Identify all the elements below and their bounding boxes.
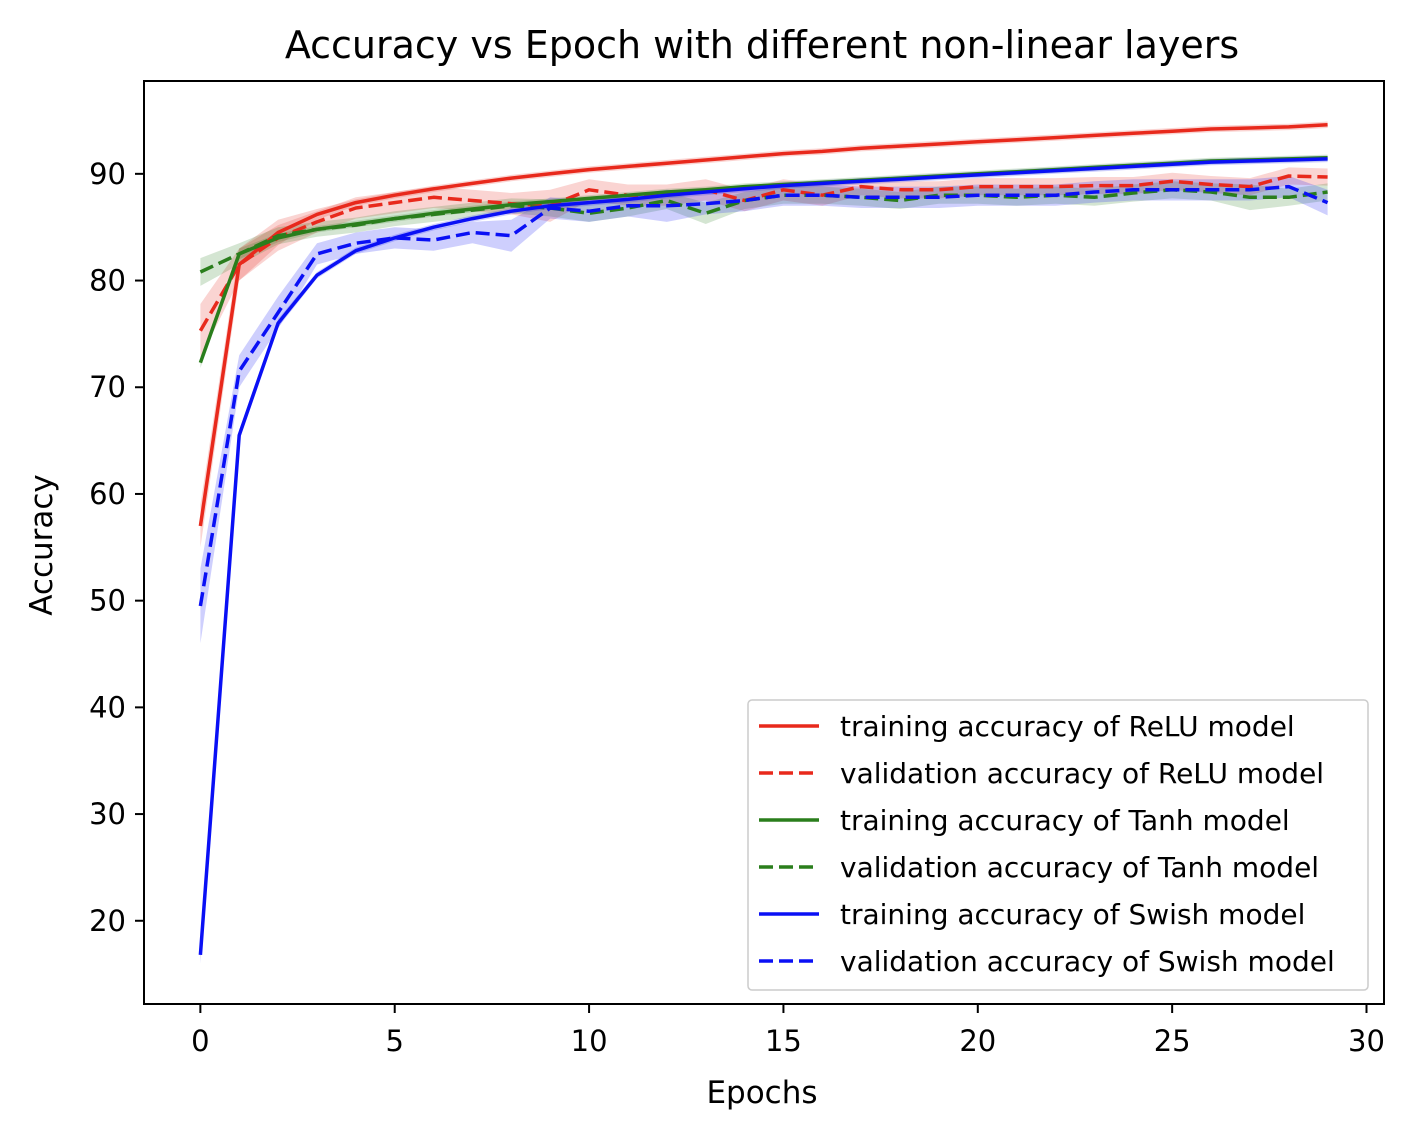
x-tick-label: 30 (1348, 1024, 1385, 1058)
y-tick-label: 20 (89, 904, 126, 938)
series-line-0 (198, 122, 1328, 527)
legend-label-0: training accuracy of ReLU model (840, 710, 1295, 743)
x-tick-label: 25 (1154, 1024, 1191, 1058)
y-axis-ticks: 20 30 40 50 60 70 80 90 (89, 157, 144, 938)
series-band-1 (200, 167, 1328, 358)
series-lines (198, 122, 1329, 956)
legend-label-5: validation accuracy of Swish model (840, 945, 1335, 978)
y-tick-label: 90 (89, 157, 126, 191)
legend-label-2: training accuracy of Tanh model (840, 804, 1290, 837)
y-tick-label: 50 (89, 584, 126, 618)
y-tick-label: 60 (89, 477, 126, 511)
y-tick-label: 30 (89, 797, 126, 831)
y-tick-label: 70 (89, 370, 126, 404)
x-tick-label: 20 (959, 1024, 996, 1058)
x-tick-label: 10 (571, 1024, 608, 1058)
legend-label-1: validation accuracy of ReLU model (840, 757, 1324, 790)
legend: training accuracy of ReLU model validatio… (747, 699, 1369, 991)
legend-label-3: validation accuracy of Tanh model (840, 851, 1319, 884)
legend-label-4: training accuracy of Swish model (840, 898, 1305, 931)
series-line-5 (198, 184, 1329, 607)
plot-frame (143, 80, 1385, 1005)
chart-title: Accuracy vs Epoch with different non-lin… (285, 23, 1239, 67)
x-axis-ticks: 0 5 10 15 20 25 30 (191, 1004, 1385, 1058)
y-tick-label: 80 (89, 264, 126, 298)
x-tick-label: 15 (765, 1024, 802, 1058)
legend-box (747, 699, 1369, 991)
y-tick-label: 40 (89, 690, 126, 724)
series-line-1 (198, 174, 1328, 332)
x-tick-label: 0 (191, 1024, 209, 1058)
x-tick-label: 5 (385, 1024, 403, 1058)
y-axis-label: Accuracy (24, 474, 60, 616)
x-axis-label: Epochs (706, 1075, 817, 1111)
